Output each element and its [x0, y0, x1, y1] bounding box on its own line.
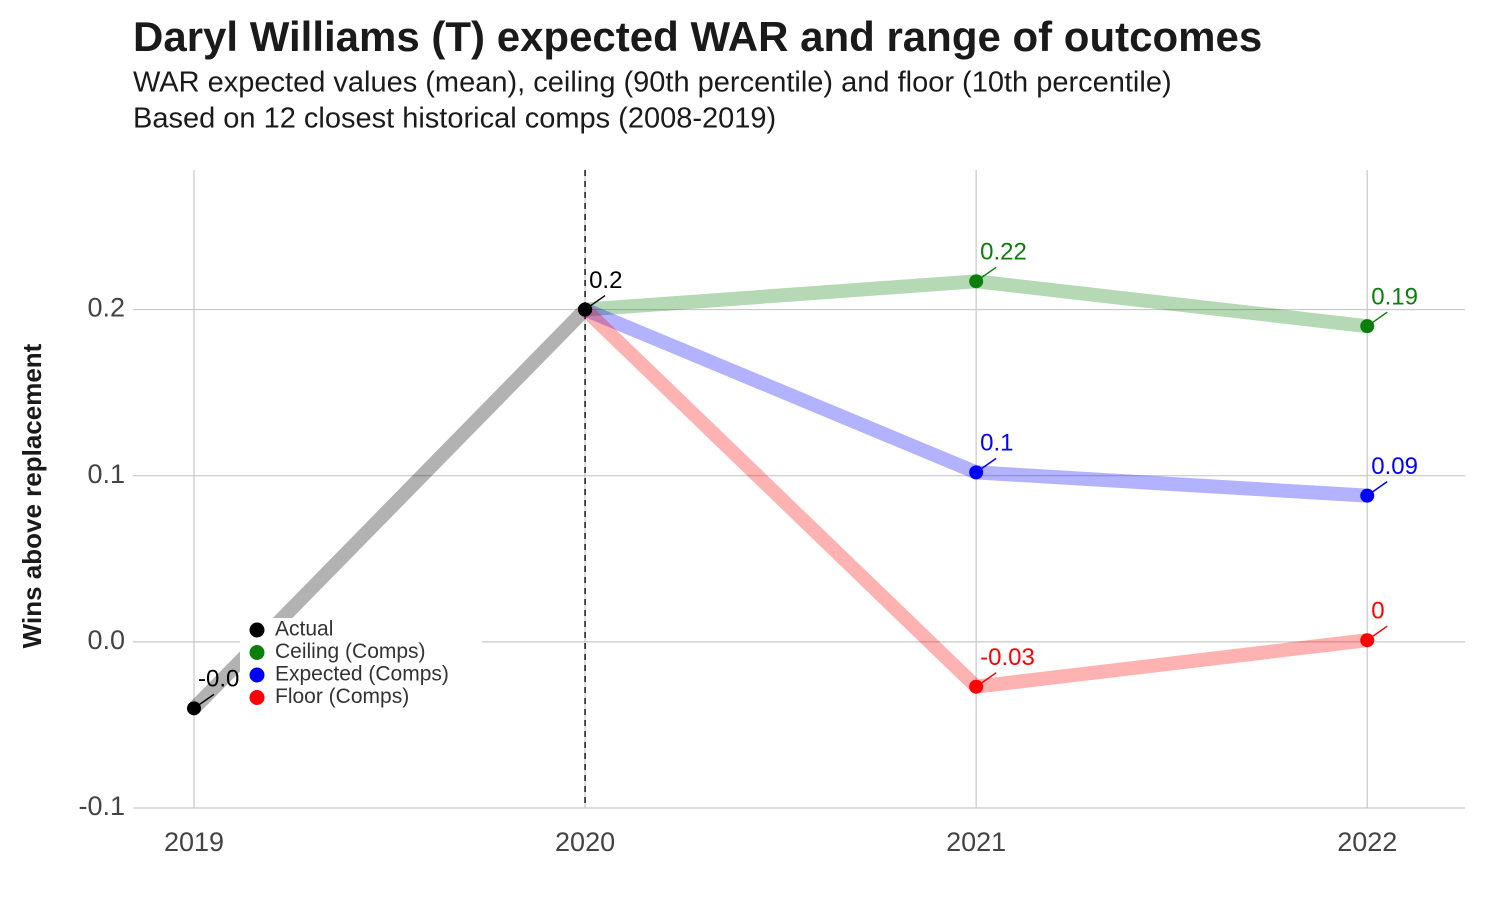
chart-subtitle: Based on 12 closest historical comps (20…	[133, 103, 776, 135]
legend-label: Actual	[275, 618, 333, 641]
label-leader	[1366, 481, 1388, 497]
legend-swatch	[249, 690, 265, 705]
y-axis-label: Wins above replacement	[17, 343, 47, 648]
chart-subtitle: WAR expected values (mean), ceiling (90t…	[133, 67, 1172, 99]
legend-swatch	[249, 645, 265, 660]
data-label: 0.1	[980, 430, 1013, 457]
label-leader	[1366, 311, 1388, 327]
chart-title: Daryl Williams (T) expected WAR and rang…	[133, 13, 1262, 60]
x-tick-label: 2020	[555, 827, 615, 857]
legend-swatch	[249, 622, 265, 638]
label-leader	[975, 457, 997, 473]
legend-label: Ceiling (Comps)	[275, 640, 426, 663]
legend-box	[240, 618, 482, 714]
x-tick-label: 2021	[946, 827, 1006, 857]
label-leader	[584, 294, 606, 311]
y-tick-label: 0.1	[87, 459, 125, 489]
data-label: 0.09	[1371, 453, 1418, 480]
label-leader	[1366, 625, 1388, 641]
x-tick-label: 2022	[1337, 827, 1397, 857]
label-leader	[975, 266, 997, 282]
label-leader	[193, 693, 215, 709]
legend-swatch	[249, 667, 265, 683]
y-tick-label: 0.2	[87, 293, 125, 323]
x-tick-label: 2019	[164, 827, 224, 857]
data-label: 0.19	[1371, 284, 1418, 311]
data-label: 0.2	[589, 267, 622, 294]
label-leader	[975, 672, 997, 688]
legend-label: Expected (Comps)	[275, 663, 449, 686]
y-tick-label: 0.0	[87, 625, 125, 655]
y-tick-label: -0.1	[78, 791, 125, 821]
legend-label: Floor (Comps)	[275, 685, 409, 708]
data-label: 0	[1371, 598, 1384, 625]
data-label: 0.22	[980, 239, 1027, 266]
data-label: -0.03	[980, 644, 1035, 671]
